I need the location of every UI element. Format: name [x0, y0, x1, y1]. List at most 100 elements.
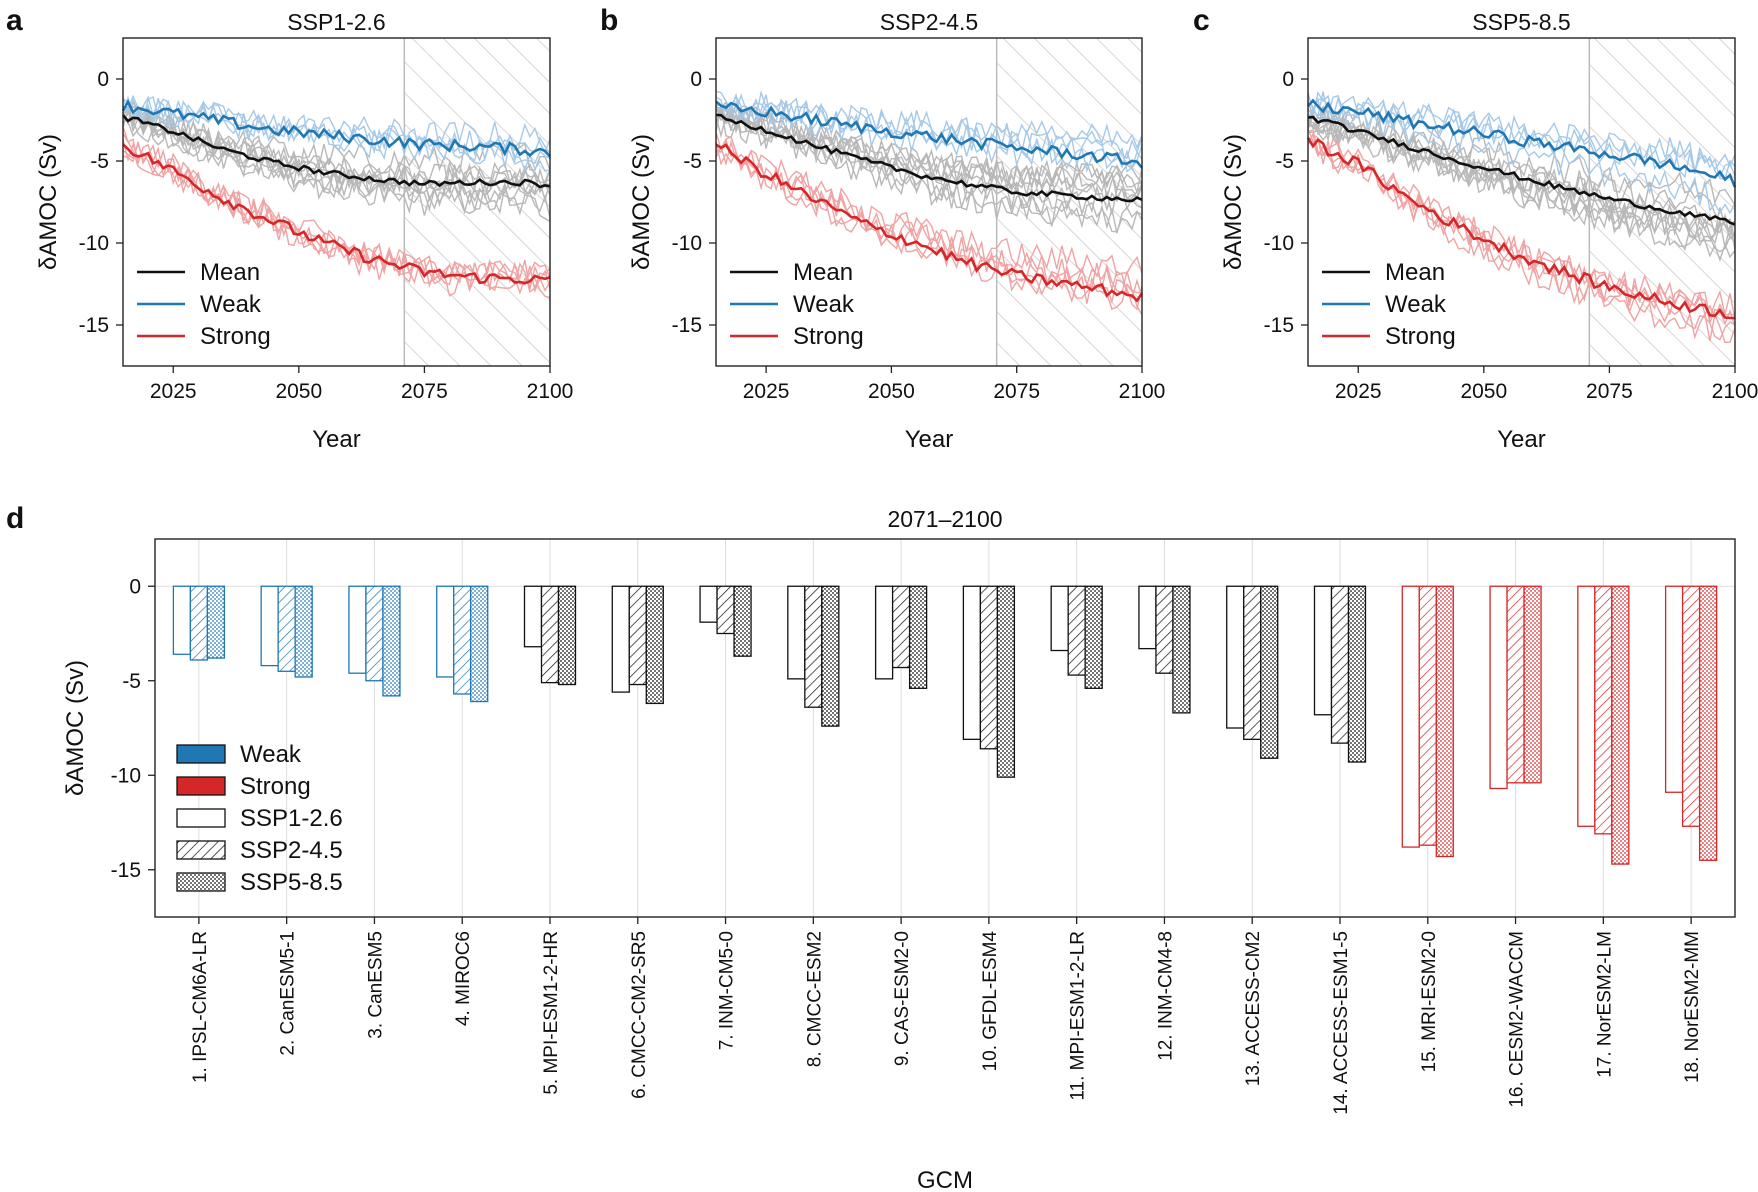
gcm-tick-label: 10. GFDL-ESM4 [980, 931, 1001, 1072]
bar-ssp2-4.5 [1330, 585, 1350, 744]
legend-swatch-weak [176, 744, 226, 764]
bar-ssp5-8.5 [1523, 585, 1542, 784]
line-panel-a: a SSP1-2.6 0 -5 -10 -15 2025 2050 2075 2100 Year δA… [6, 4, 573, 453]
x-tick-label: 2100 [527, 380, 574, 403]
gcm-tick-label: 12. INM-CM4-8 [1155, 931, 1176, 1061]
bar-ssp1-2.6 [348, 585, 367, 674]
bar-ssp2-4.5 [1506, 585, 1525, 784]
gcm-tick-label: 2. CanESM5-1 [278, 931, 299, 1056]
bar-ssp2-4.5 [1067, 585, 1086, 676]
bar-ssp5-8.5 [470, 585, 489, 703]
bar-ssp2-4.5 [277, 585, 296, 672]
bar-ssp2-4.5 [540, 585, 560, 684]
member-line-mean [1307, 112, 1736, 250]
gcm-tick-label: 18. NorESM2-MM [1682, 931, 1703, 1083]
bar-ssp1-2.6 [172, 585, 192, 655]
legend-label: Mean [1385, 259, 1445, 286]
bar-ssp5-8.5 [733, 585, 752, 657]
member-line-weak [715, 90, 1143, 152]
axes-frame [715, 37, 1143, 367]
legend-label: Mean [200, 259, 260, 286]
gcm-tick-label: 9. CAS-ESM2-0 [892, 931, 913, 1066]
legend-swatch-ssp5-8.5 [176, 872, 226, 892]
y-tick-label: -15 [79, 314, 109, 337]
x-tick-label: 2025 [150, 380, 197, 403]
y-tick-label: -5 [122, 670, 141, 693]
gcm-tick-label: 15. MRI-ESM2-0 [1419, 931, 1440, 1072]
bar-ssp2-4.5 [804, 585, 823, 708]
member-line-mean [715, 103, 1143, 195]
bar-ssp5-8.5 [206, 585, 226, 659]
y-tick-label: -10 [111, 764, 141, 787]
y-tick-label: 0 [1282, 68, 1294, 91]
gcm-tick-label: 16. CESM2-WACCM [1507, 931, 1528, 1108]
member-line-weak [715, 102, 1143, 173]
bar-ssp5-8.5 [908, 585, 928, 689]
x-axis-label: Year [1497, 426, 1546, 453]
legend-label: Strong [793, 323, 864, 350]
series-line-mean [122, 114, 551, 189]
gcm-tick-label: 11. MPI-ESM1-2-LR [1068, 931, 1089, 1101]
member-line-mean [122, 114, 551, 218]
bar-ssp5-8.5 [1084, 585, 1103, 689]
x-tick-label: 2025 [743, 380, 790, 403]
series-line-mean [1307, 115, 1736, 226]
y-tick-label: -15 [672, 314, 702, 337]
bar-ssp5-8.5 [645, 585, 664, 705]
series-line-weak [121, 99, 551, 158]
member-line-weak [1307, 92, 1736, 179]
bar-ssp2-4.5 [453, 585, 472, 695]
bar-ssp5-8.5 [1172, 585, 1191, 714]
y-tick-label: -5 [90, 150, 109, 173]
series-line-strong [715, 143, 1144, 303]
legend-label: Weak [793, 291, 855, 318]
bar-ssp5-8.5 [821, 585, 840, 727]
y-tick-label: -10 [672, 232, 702, 255]
bar-ssp1-2.6 [1050, 585, 1069, 652]
bar-ssp1-2.6 [1138, 585, 1157, 650]
bar-ssp5-8.5 [1611, 585, 1630, 865]
axes-frame [1307, 37, 1736, 367]
bar-ssp1-2.6 [1401, 585, 1420, 848]
bar-ssp1-2.6 [787, 585, 806, 680]
y-tick-label: -15 [1264, 314, 1294, 337]
legend-swatch-ssp2-4.5 [176, 840, 226, 860]
legend-label: SSP5-8.5 [240, 869, 343, 896]
bar-ssp2-4.5 [716, 585, 735, 635]
panel-letter: a [6, 4, 23, 37]
legend-label: Weak [240, 741, 302, 768]
bar-ssp5-8.5 [1260, 585, 1279, 759]
bar-ssp1-2.6 [1313, 585, 1333, 716]
series-line-weak [715, 100, 1144, 169]
bar-ssp1-2.6 [611, 585, 630, 693]
panel-title: SSP5-8.5 [1472, 9, 1570, 35]
member-line-mean [715, 107, 1143, 234]
legend-label: Weak [1385, 291, 1447, 318]
axes-frame [154, 538, 1736, 918]
legend-label: Weak [200, 291, 262, 318]
bar-ssp5-8.5 [557, 585, 577, 686]
x-tick-label: 2050 [868, 380, 915, 403]
bar-ssp2-4.5 [979, 585, 999, 750]
bar-ssp1-2.6 [1489, 585, 1508, 790]
y-tick-label: -10 [79, 232, 109, 255]
member-line-strong [715, 139, 1143, 311]
bar-ssp1-2.6 [874, 585, 894, 680]
member-line-mean [1307, 116, 1736, 225]
bar-ssp1-2.6 [962, 585, 982, 740]
x-tick-label: 2075 [993, 380, 1040, 403]
series-line-strong [122, 143, 551, 285]
member-line-strong [715, 137, 1143, 278]
gcm-tick-label: 8. CMCC-ESM2 [804, 931, 825, 1067]
x-tick-label: 2025 [1335, 380, 1382, 403]
legend-label: Strong [1385, 323, 1456, 350]
bar-ssp5-8.5 [1347, 585, 1367, 763]
member-line-weak [122, 94, 551, 172]
y-tick-label: 0 [97, 68, 109, 91]
bar-ssp2-4.5 [365, 585, 384, 682]
member-line-strong [715, 142, 1143, 300]
panel-title: 2071–2100 [887, 506, 1002, 532]
bar-ssp2-4.5 [1681, 585, 1701, 827]
bar-ssp2-4.5 [1155, 585, 1174, 674]
x-tick-label: 2050 [275, 380, 322, 403]
